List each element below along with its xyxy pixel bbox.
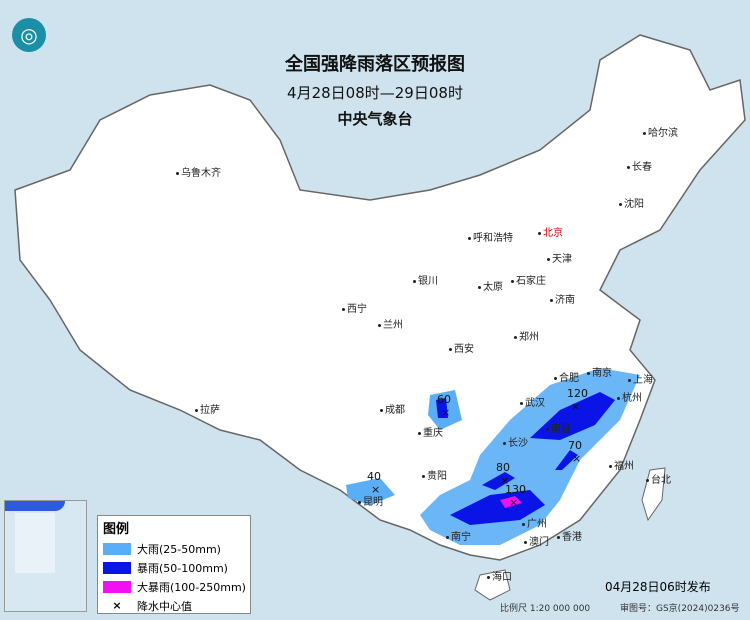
map-title: 全国强降雨落区预报图 — [285, 54, 465, 75]
rain-center-cross-icon: × — [571, 400, 581, 413]
city-label: 武汉 — [520, 398, 545, 410]
city-label: 长春 — [627, 162, 652, 174]
city-label: 昆明 — [358, 497, 383, 509]
rain-center-value: 80 — [496, 461, 510, 474]
city-label: 南京 — [587, 368, 612, 380]
city-label: 南宁 — [446, 532, 471, 544]
city-label: 上海 — [628, 375, 653, 387]
city-label: 拉萨 — [195, 405, 220, 417]
city-label: 沈阳 — [619, 199, 644, 211]
rain-center-value: 70 — [568, 439, 582, 452]
city-label: 香港 — [557, 532, 582, 544]
city-label: 广州 — [522, 519, 547, 531]
rain-torrential-region — [500, 496, 522, 508]
city-label: 西宁 — [342, 304, 367, 316]
city-label: 贵阳 — [422, 471, 447, 483]
legend-item-storm: 暴雨(50-100mm) — [98, 558, 250, 577]
city-label: 天津 — [547, 254, 572, 266]
rain-center-cross-icon: × — [572, 452, 582, 465]
city-label: 西安 — [449, 344, 474, 356]
city-label: 重庆 — [418, 428, 443, 440]
city-label: 兰州 — [378, 320, 403, 332]
legend-label: 大雨(25-50mm) — [137, 542, 221, 556]
city-label: 台北 — [646, 475, 671, 487]
city-label: 长沙 — [503, 438, 528, 450]
rain-center-cross-icon: × — [441, 406, 451, 419]
city-label: 石家庄 — [511, 276, 546, 288]
city-label: 哈尔滨 — [643, 128, 678, 140]
legend-title: 图例 — [103, 522, 130, 537]
forecast-period: 4月28日08时—29日08时 — [287, 84, 463, 102]
rain-center-value: 130 — [505, 483, 526, 496]
review-number: 审图号：GS京(2024)0236号 — [620, 604, 740, 614]
agency-name: 中央气象台 — [337, 110, 413, 128]
city-label: 郑州 — [514, 332, 539, 344]
cma-logo-icon: ◎ — [12, 18, 46, 52]
city-label: 澳门 — [524, 537, 549, 549]
legend-item-torrential: 大暴雨(100-250mm) — [98, 577, 250, 596]
rain-center-value: 60 — [437, 393, 451, 406]
city-label: 成都 — [380, 405, 405, 417]
rain-storm-region — [555, 450, 578, 470]
legend-label: 暴雨(50-100mm) — [137, 561, 228, 575]
rain-center-cross-icon: × — [500, 474, 510, 487]
city-label: 太原 — [478, 282, 503, 294]
city-label: 福州 — [609, 461, 634, 473]
rain-storm-region — [482, 472, 515, 490]
rain-center-cross-icon: × — [509, 496, 519, 509]
city-label: 银川 — [413, 276, 438, 288]
legend: 图例 大雨(25-50mm) 暴雨(50-100mm) 大暴雨(100-250m… — [97, 515, 251, 614]
legend-label: 降水中心值 — [137, 599, 192, 613]
city-label: 乌鲁木齐 — [176, 168, 221, 180]
city-label: 海口 — [487, 572, 512, 584]
swatch — [103, 580, 131, 593]
city-label: 北京 — [538, 228, 563, 240]
rain-center-value: 40 — [367, 470, 381, 483]
south-china-sea-inset — [4, 500, 87, 612]
city-label: 南昌 — [546, 424, 571, 436]
legend-item-center: × 降水中心值 — [98, 596, 250, 615]
legend-label: 大暴雨(100-250mm) — [137, 580, 246, 594]
city-label: 合肥 — [554, 373, 579, 385]
rain-center-value: 120 — [567, 387, 588, 400]
city-label: 杭州 — [617, 393, 642, 405]
city-label: 呼和浩特 — [468, 233, 513, 245]
city-label: 济南 — [550, 295, 575, 307]
map-scale: 比例尺 1:20 000 000 — [500, 604, 591, 614]
swatch — [103, 542, 131, 555]
rain-storm-region — [436, 398, 448, 418]
rain-center-cross-icon: × — [371, 483, 381, 496]
issue-time: 04月28日06时发布 — [605, 580, 711, 594]
swatch — [103, 561, 131, 574]
cross-icon: × — [112, 599, 122, 612]
legend-item-heavy: 大雨(25-50mm) — [98, 539, 250, 558]
rain-storm-region — [450, 490, 545, 525]
